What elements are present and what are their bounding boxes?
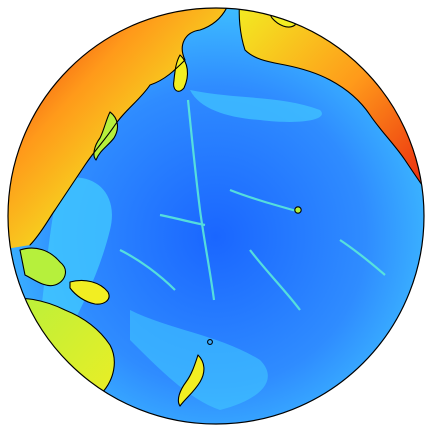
land-maritime-sea [20, 248, 66, 286]
land-new-guinea [70, 280, 110, 305]
seamount-chains [119, 99, 386, 311]
aleutian-shelf [190, 90, 322, 122]
land-new-zealand [178, 355, 204, 406]
globe-outline [7, 7, 425, 425]
west-pacific-shelf [40, 177, 112, 330]
land-hawaii [294, 206, 302, 214]
land-japan [93, 112, 118, 160]
